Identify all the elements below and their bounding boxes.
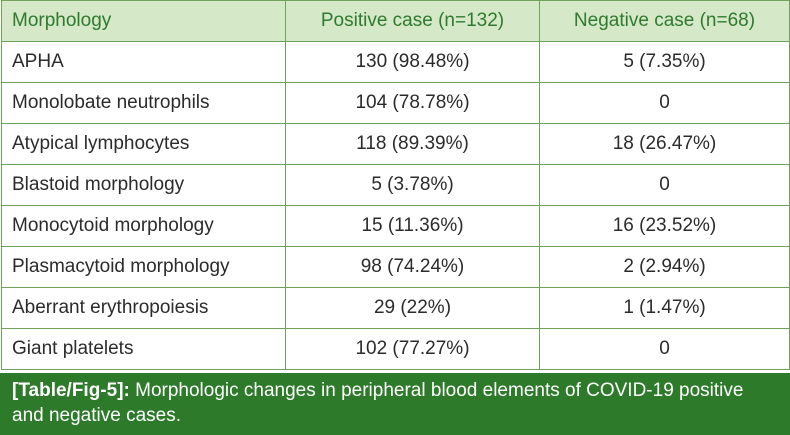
cell-negative: 18 (26.47%) — [539, 123, 790, 165]
cell-morphology: Giant platelets — [1, 328, 286, 370]
cell-morphology: APHA — [1, 41, 286, 83]
header-negative-case: Negative case (n=68) — [539, 0, 790, 42]
cell-morphology: Blastoid morphology — [1, 164, 286, 206]
cell-negative: 0 — [539, 82, 790, 124]
cell-morphology: Aberrant erythropoiesis — [1, 287, 286, 329]
cell-positive: 104 (78.78%) — [285, 82, 540, 124]
cell-negative: 16 (23.52%) — [539, 205, 790, 247]
table-row: Aberrant erythropoiesis 29 (22%) 1 (1.47… — [1, 287, 790, 329]
table-caption: [Table/Fig-5]: Morphologic changes in pe… — [0, 373, 790, 435]
cell-morphology: Atypical lymphocytes — [1, 123, 286, 165]
cell-positive: 98 (74.24%) — [285, 246, 540, 288]
cell-positive: 29 (22%) — [285, 287, 540, 329]
cell-positive: 130 (98.48%) — [285, 41, 540, 83]
cell-negative: 1 (1.47%) — [539, 287, 790, 329]
cell-morphology: Plasmacytoid morphology — [1, 246, 286, 288]
cell-positive: 5 (3.78%) — [285, 164, 540, 206]
header-positive-case: Positive case (n=132) — [285, 0, 540, 42]
cell-morphology: Monocytoid morphology — [1, 205, 286, 247]
caption-text: Morphologic changes in peripheral blood … — [12, 380, 744, 426]
table-row: APHA 130 (98.48%) 5 (7.35%) — [1, 41, 790, 83]
header-morphology: Morphology — [1, 0, 286, 42]
cell-negative: 5 (7.35%) — [539, 41, 790, 83]
cell-positive: 118 (89.39%) — [285, 123, 540, 165]
cell-positive: 102 (77.27%) — [285, 328, 540, 370]
table-row: Monocytoid morphology 15 (11.36%) 16 (23… — [1, 205, 790, 247]
table-row: Plasmacytoid morphology 98 (74.24%) 2 (2… — [1, 246, 790, 288]
cell-negative: 0 — [539, 164, 790, 206]
cell-negative: 2 (2.94%) — [539, 246, 790, 288]
table-row: Blastoid morphology 5 (3.78%) 0 — [1, 164, 790, 206]
caption-reference: [Table/Fig-5]: — [12, 380, 130, 401]
cell-morphology: Monolobate neutrophils — [1, 82, 286, 124]
table-row: Atypical lymphocytes 118 (89.39%) 18 (26… — [1, 123, 790, 165]
table-row: Monolobate neutrophils 104 (78.78%) 0 — [1, 82, 790, 124]
cell-positive: 15 (11.36%) — [285, 205, 540, 247]
cell-negative: 0 — [539, 328, 790, 370]
table-header-row: Morphology Positive case (n=132) Negativ… — [1, 0, 790, 42]
table-row: Giant platelets 102 (77.27%) 0 — [1, 328, 790, 370]
morphology-table: Morphology Positive case (n=132) Negativ… — [1, 0, 790, 370]
